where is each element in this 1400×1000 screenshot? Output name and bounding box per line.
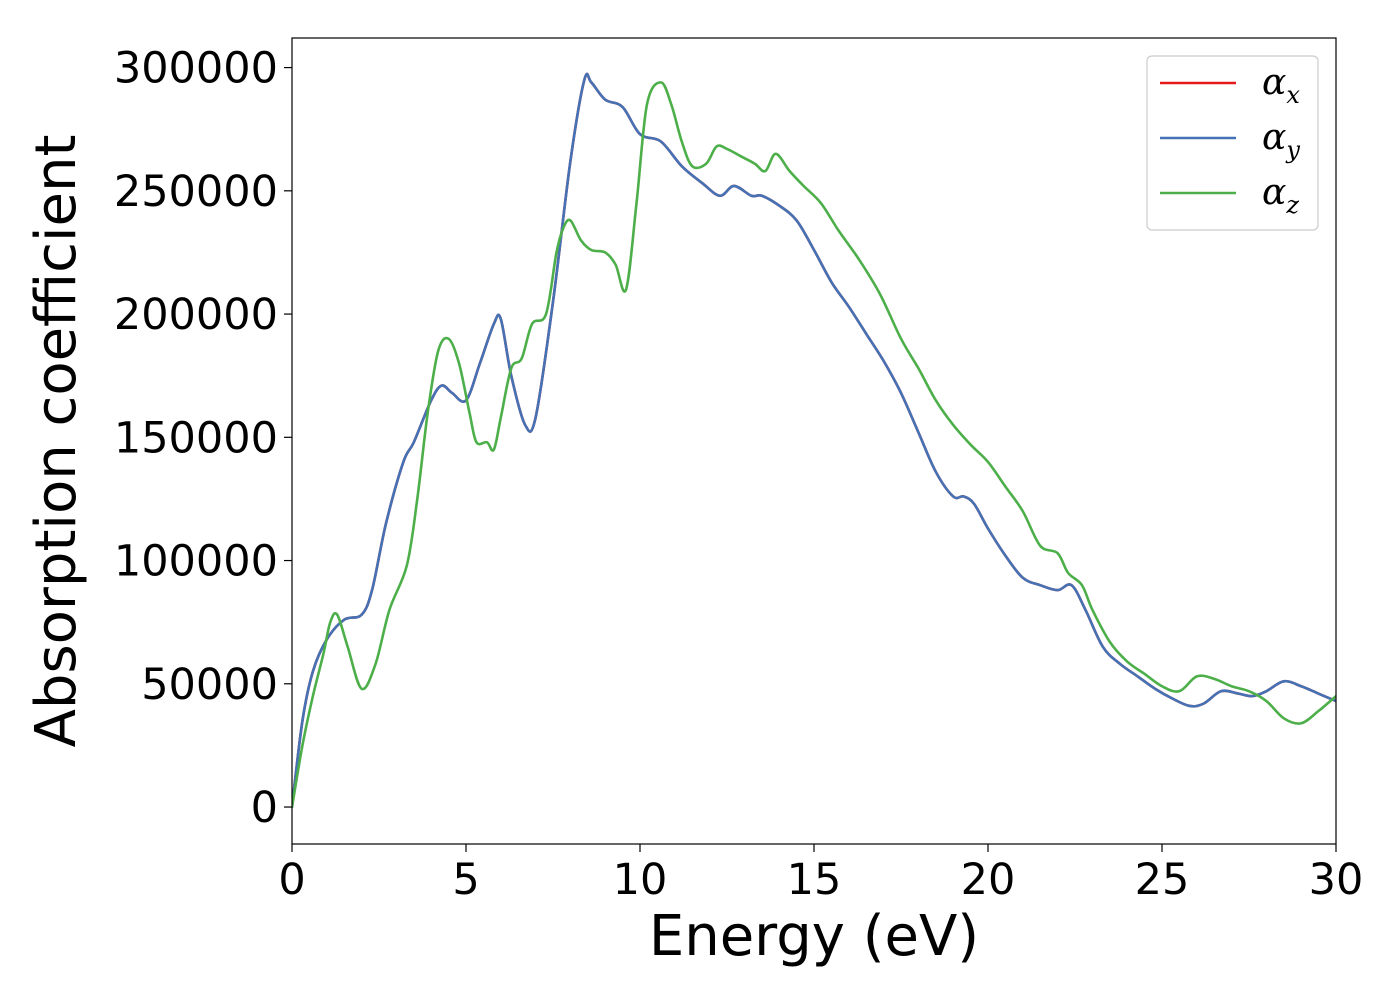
x-axis: 0 5 10 15 20 25 30 — [278, 844, 1363, 905]
legend-label-y: αy — [1262, 117, 1300, 164]
series-line-y — [292, 72, 1336, 809]
x-tick-label: 30 — [1309, 855, 1364, 905]
legend-frame — [1146, 55, 1319, 231]
y-tick-label: 250000 — [114, 167, 278, 217]
x-tick-label: 10 — [613, 855, 668, 905]
y-tick-label: 0 — [251, 783, 278, 833]
series-layer — [292, 72, 1336, 809]
y-tick-label: 150000 — [114, 413, 278, 463]
series-line-z — [292, 81, 1336, 809]
x-tick-label: 0 — [278, 855, 305, 905]
x-tick-label: 5 — [452, 855, 479, 905]
y-axis: 0 50000 100000 150000 200000 250000 300000 — [114, 44, 292, 833]
x-axis-title: Energy (eV) — [649, 904, 979, 969]
legend-label-x: αx — [1262, 62, 1300, 109]
y-tick-label: 300000 — [114, 44, 278, 94]
legend-subscript: x — [1286, 81, 1300, 109]
legend-symbol: α — [1262, 172, 1286, 213]
legend-subscript: y — [1285, 136, 1300, 164]
x-tick-label: 15 — [787, 855, 842, 905]
x-tick-label: 20 — [961, 855, 1016, 905]
y-tick-label: 100000 — [114, 537, 278, 587]
y-tick-label: 200000 — [114, 290, 278, 340]
legend-symbol: α — [1262, 62, 1286, 103]
legend-subscript: z — [1285, 191, 1299, 219]
y-tick-label: 50000 — [141, 660, 278, 710]
legend-label-z: αz — [1262, 172, 1299, 219]
legend-symbol: α — [1262, 117, 1286, 158]
y-axis-title: Absorption coefficient — [24, 135, 89, 748]
x-tick-label: 25 — [1135, 855, 1190, 905]
